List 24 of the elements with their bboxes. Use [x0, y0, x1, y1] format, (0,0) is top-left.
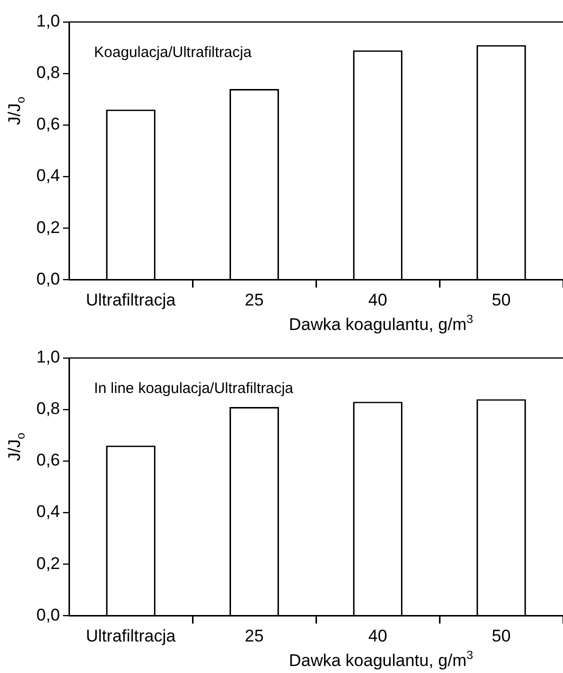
y-tick-label: 0,8: [36, 63, 60, 82]
y-tick-label: 0,0: [36, 269, 60, 288]
x-tick-label: 50: [492, 626, 511, 646]
x-tick-label: 25: [244, 290, 264, 310]
y-axis-title: J/Jo: [5, 96, 28, 125]
y-tick-label: 0,4: [36, 166, 60, 186]
y-tick-label: 1,0: [36, 348, 60, 367]
y-axis-title: J/Jo: [5, 432, 28, 461]
y-tick-label: 0,2: [36, 554, 60, 573]
y-tick-label: 0,2: [36, 218, 60, 237]
x-tick-label: Ultrafiltracja: [86, 626, 176, 646]
y-tick-label: 0,8: [36, 399, 60, 418]
x-tick-label: 50: [492, 290, 511, 310]
x-tick-label: 25: [244, 626, 264, 646]
y-tick-label: 0,6: [36, 450, 60, 470]
x-tick-label: 40: [368, 290, 388, 310]
x-tick-label: 40: [368, 626, 388, 646]
y-tick-label: 0,6: [36, 114, 60, 134]
y-tick-label: 1,0: [36, 12, 60, 31]
y-tick-label: 0,0: [36, 605, 60, 624]
x-tick-label: Ultrafiltracja: [86, 290, 176, 310]
annotation: In line koagulacja/Ultrafiltracja: [94, 380, 294, 397]
annotation: Koagulacja/Ultrafiltracja: [94, 44, 252, 61]
y-tick-label: 0,4: [36, 502, 60, 522]
